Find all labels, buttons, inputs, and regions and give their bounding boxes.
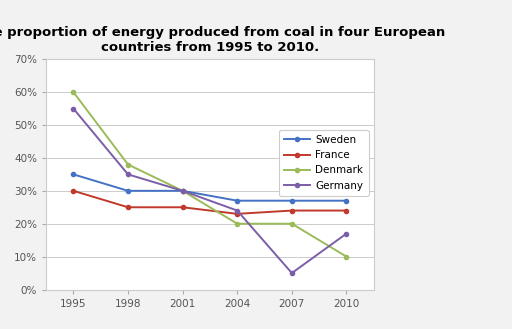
Sweden [234,199,240,203]
Sweden [289,199,295,203]
Denmark [344,255,350,259]
Denmark [125,163,131,166]
Sweden [70,172,76,176]
Germany [289,271,295,275]
Germany [234,209,240,213]
Germany [180,189,186,193]
Sweden [344,199,350,203]
Denmark [180,189,186,193]
Title: The proportion of energy produced from coal in four European
countries from 1995: The proportion of energy produced from c… [0,26,445,54]
Sweden [180,189,186,193]
France [234,212,240,216]
France [289,209,295,213]
Denmark [234,222,240,226]
France [70,189,76,193]
France [125,205,131,209]
Germany [70,107,76,111]
Denmark [289,222,295,226]
Line: France: France [71,189,349,216]
Germany [344,232,350,236]
Sweden [125,189,131,193]
Legend: Sweden, France, Denmark, Germany: Sweden, France, Denmark, Germany [279,130,369,196]
France [344,209,350,213]
Denmark [70,90,76,94]
Line: Sweden: Sweden [71,172,349,203]
Germany [125,172,131,176]
Line: Denmark: Denmark [71,90,349,259]
Line: Germany: Germany [71,107,349,275]
France [180,205,186,209]
